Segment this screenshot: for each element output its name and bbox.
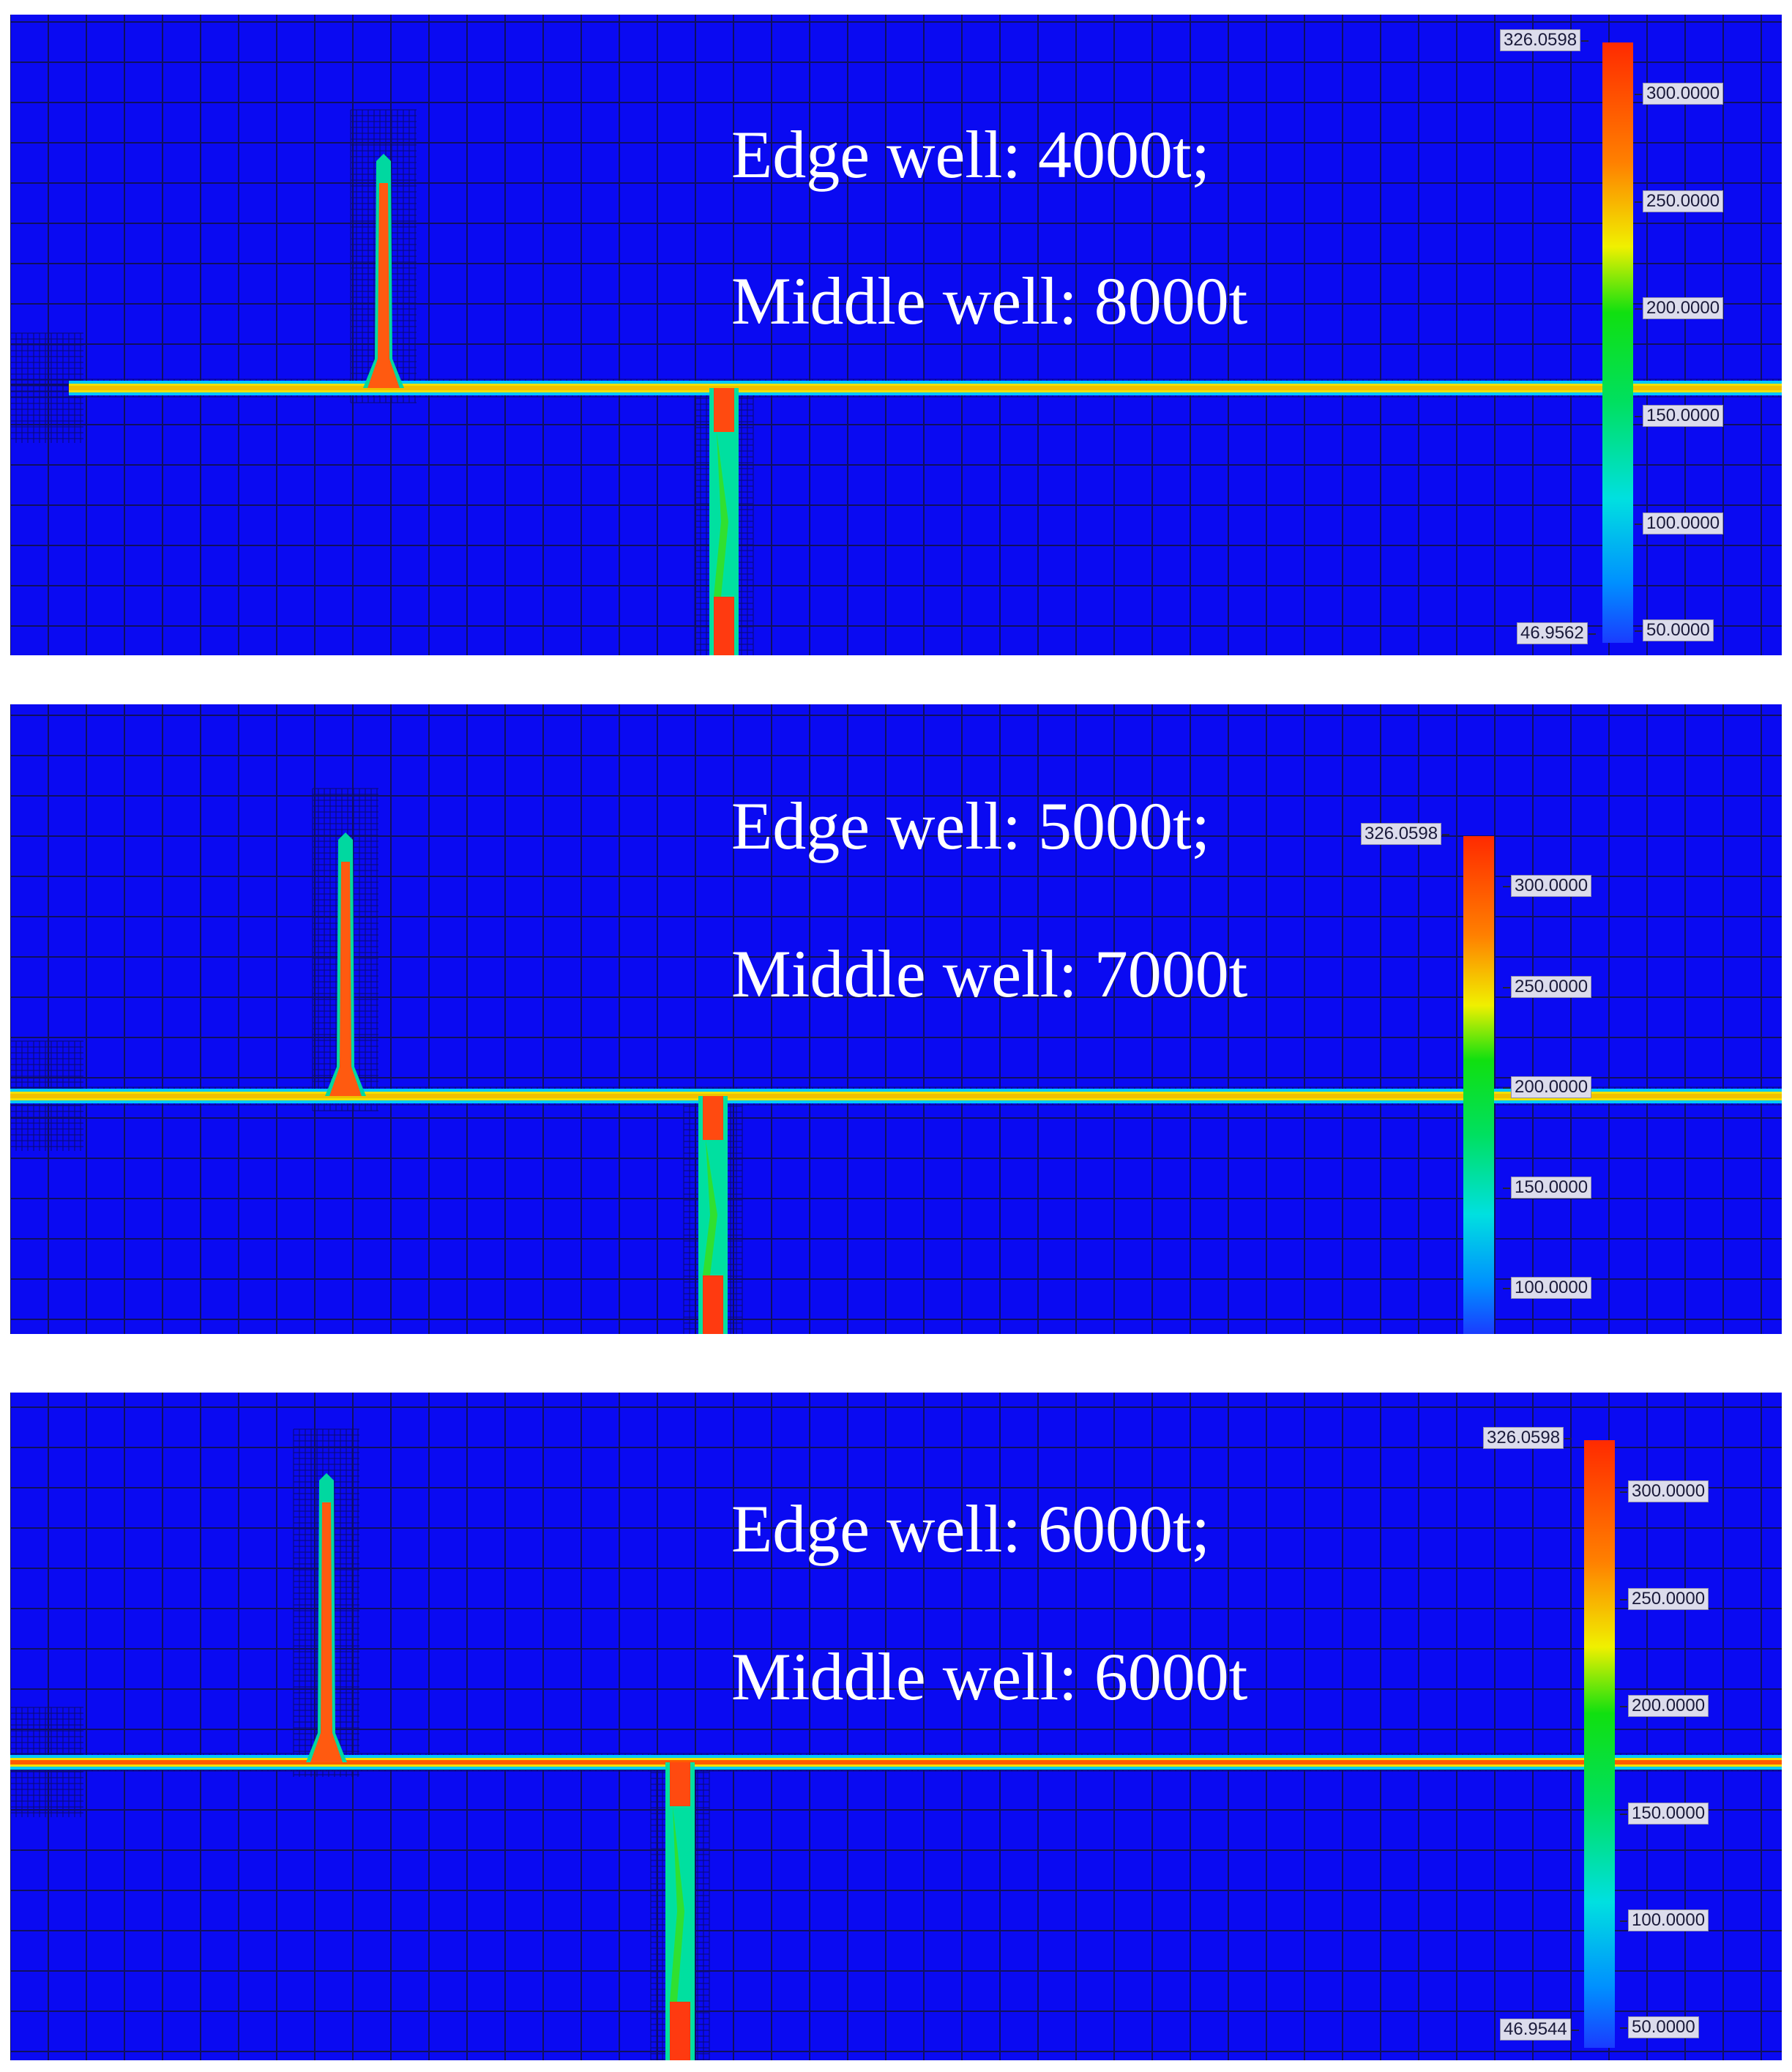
- colorbar-tick-2-1: 250.0000: [1502, 976, 1592, 998]
- caption-middle-well-1: Middle well: 8000t: [731, 264, 1248, 338]
- colorbar-tick-2-0: 300.0000: [1502, 875, 1592, 897]
- colorbar-min-label-3: 46.9544: [1500, 2019, 1579, 2041]
- colorbar-tick-3-3: 150.0000: [1619, 1803, 1709, 1825]
- colorbar-max-label-2: 326.0598: [1361, 823, 1450, 845]
- temperature-panel-3: Edge well: 6000t; Middle well: 6000t 326…: [10, 1393, 1782, 2060]
- colorbar-tick-2-4: 100.0000: [1502, 1277, 1592, 1299]
- colorbar-1: [1602, 42, 1633, 643]
- colorbar-tick-3-5: 50.0000: [1620, 2016, 1699, 2038]
- colorbar-tick-1-3: 150.0000: [1634, 405, 1724, 427]
- caption-middle-well-3: Middle well: 6000t: [731, 1639, 1248, 1714]
- colorbar-tick-1-2: 200.0000: [1634, 297, 1724, 319]
- caption-edge-well-2: Edge well: 5000t;: [731, 789, 1211, 863]
- colorbar-tick-1-0: 300.0000: [1634, 83, 1724, 105]
- colorbar-2: [1463, 836, 1494, 1334]
- colorbar-tick-3-0: 300.0000: [1619, 1480, 1709, 1502]
- caption-edge-well-1: Edge well: 4000t;: [731, 117, 1211, 192]
- colorbar-max-label-3: 326.0598: [1483, 1427, 1572, 1449]
- colorbar-tick-1-5: 50.0000: [1635, 619, 1714, 641]
- colorbar-tick-1-1: 250.0000: [1634, 190, 1724, 212]
- caption-edge-well-3: Edge well: 6000t;: [731, 1491, 1211, 1566]
- reservoir-grid-1: [10, 15, 1782, 655]
- colorbar-tick-1-4: 100.0000: [1634, 513, 1724, 534]
- temperature-panel-1: Edge well: 4000t; Middle well: 8000t 326…: [10, 15, 1782, 655]
- reservoir-grid-3: [10, 1393, 1782, 2060]
- colorbar-tick-3-1: 250.0000: [1619, 1588, 1709, 1610]
- colorbar-max-label-1: 326.0598: [1500, 29, 1589, 51]
- colorbar-3: [1584, 1440, 1615, 2048]
- temperature-panel-2: Edge well: 5000t; Middle well: 7000t 326…: [10, 704, 1782, 1334]
- colorbar-tick-3-4: 100.0000: [1619, 1909, 1709, 1931]
- colorbar-tick-2-2: 200.0000: [1502, 1076, 1592, 1098]
- colorbar-min-label-1: 46.9562: [1517, 622, 1596, 644]
- colorbar-tick-3-2: 200.0000: [1619, 1695, 1709, 1717]
- caption-middle-well-2: Middle well: 7000t: [731, 936, 1248, 1011]
- colorbar-tick-2-3: 150.0000: [1502, 1177, 1592, 1199]
